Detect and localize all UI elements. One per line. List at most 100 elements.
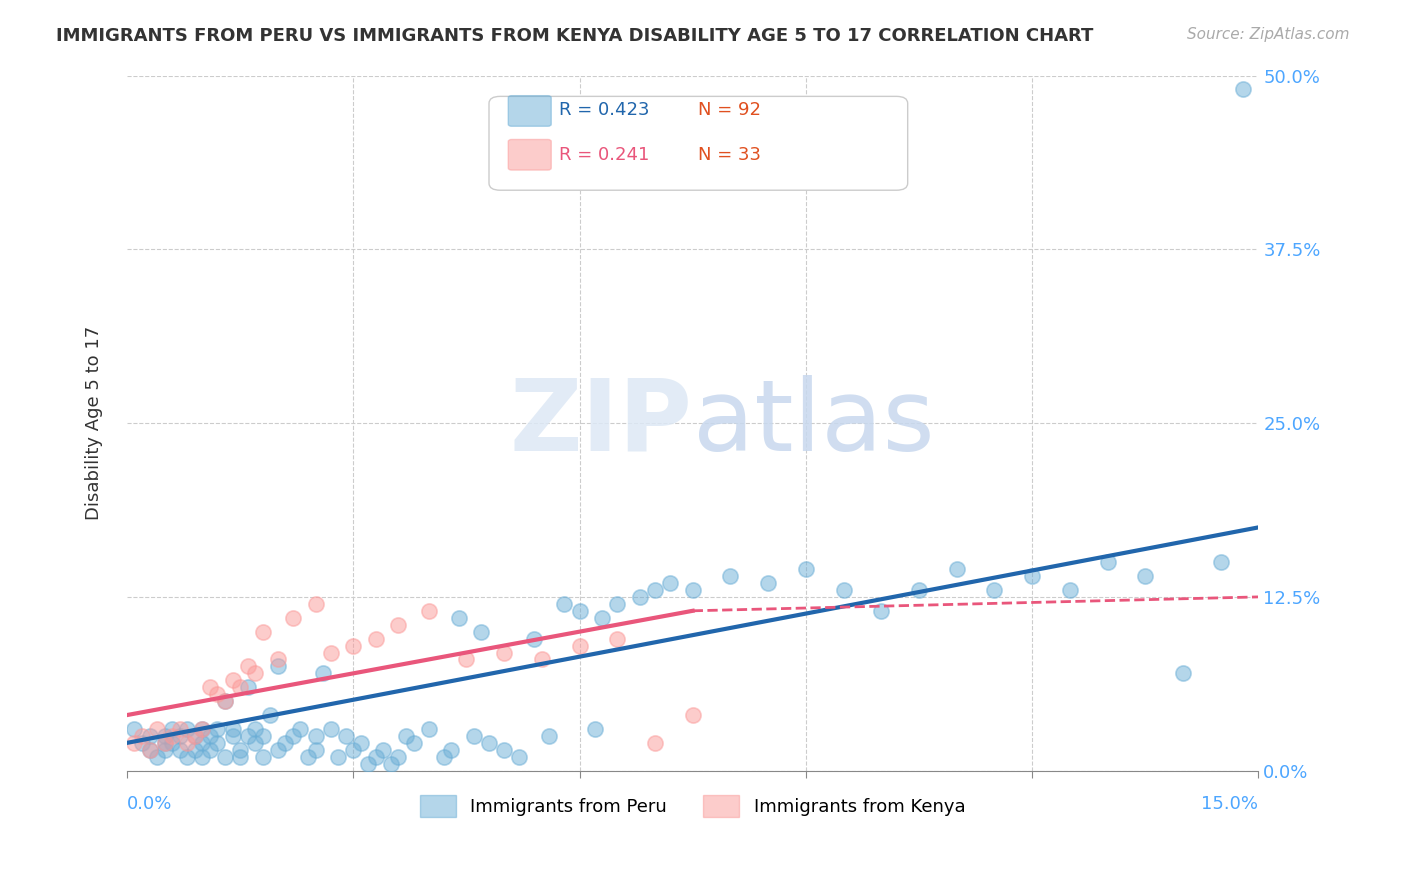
Point (236, 680, 259, 694)
Point (395, 729, 418, 743)
Point (191, 722, 214, 736)
Point (644, 582, 666, 597)
Point (387, 617, 409, 632)
Point (433, 749, 456, 764)
Point (191, 722, 214, 736)
Point (304, 597, 326, 611)
Point (131, 736, 153, 750)
Point (1209, 555, 1232, 569)
Point (418, 604, 440, 618)
Point (832, 582, 855, 597)
Point (207, 687, 229, 701)
Point (214, 694, 236, 708)
Point (252, 624, 274, 639)
Point (138, 729, 160, 743)
Text: atlas: atlas (693, 375, 935, 472)
Point (1021, 569, 1043, 583)
Legend: Immigrants from Peru, Immigrants from Kenya: Immigrants from Peru, Immigrants from Ke… (413, 788, 973, 824)
Point (267, 652, 290, 666)
Point (290, 722, 312, 736)
Point (221, 729, 243, 743)
Point (153, 743, 176, 757)
Point (908, 582, 931, 597)
Point (870, 604, 893, 618)
Point (138, 743, 160, 757)
Point (267, 659, 290, 673)
Point (243, 736, 266, 750)
Point (508, 749, 530, 764)
Point (342, 639, 364, 653)
Text: R = 0.241: R = 0.241 (560, 146, 650, 164)
Point (214, 694, 236, 708)
Point (357, 756, 380, 771)
Point (169, 722, 191, 736)
Point (447, 611, 470, 625)
Point (191, 736, 214, 750)
Point (538, 729, 561, 743)
Point (252, 749, 274, 764)
Point (304, 743, 326, 757)
FancyBboxPatch shape (489, 96, 908, 190)
Point (153, 729, 176, 743)
FancyBboxPatch shape (508, 95, 551, 127)
Point (198, 743, 221, 757)
FancyBboxPatch shape (508, 139, 551, 170)
Point (243, 722, 266, 736)
Point (440, 743, 463, 757)
Point (229, 749, 252, 764)
Point (236, 659, 259, 673)
Point (1232, 82, 1254, 96)
Point (1135, 569, 1157, 583)
Point (176, 722, 198, 736)
Point (160, 722, 183, 736)
Point (456, 652, 478, 666)
Point (1097, 555, 1119, 569)
Point (718, 569, 741, 583)
Point (153, 736, 176, 750)
Point (221, 722, 243, 736)
Point (169, 743, 191, 757)
Point (191, 749, 214, 764)
Point (628, 590, 651, 604)
Point (380, 756, 402, 771)
Point (756, 576, 779, 591)
Point (184, 729, 207, 743)
Point (153, 736, 176, 750)
Text: Source: ZipAtlas.com: Source: ZipAtlas.com (1187, 27, 1350, 42)
Point (236, 729, 259, 743)
Point (494, 646, 516, 660)
Point (402, 736, 425, 750)
Point (659, 576, 682, 591)
Point (983, 582, 1005, 597)
Point (523, 632, 546, 646)
Text: R = 0.423: R = 0.423 (560, 102, 650, 120)
Point (160, 736, 183, 750)
Point (184, 743, 207, 757)
Point (553, 597, 575, 611)
Point (169, 729, 191, 743)
Point (184, 729, 207, 743)
Point (229, 743, 252, 757)
Point (304, 729, 326, 743)
Point (644, 736, 666, 750)
Point (1059, 582, 1081, 597)
Point (214, 749, 236, 764)
Point (364, 632, 387, 646)
Point (221, 673, 243, 688)
Text: N = 33: N = 33 (699, 146, 761, 164)
Point (342, 743, 364, 757)
Point (267, 743, 290, 757)
Point (198, 680, 221, 694)
Point (335, 729, 357, 743)
Point (319, 646, 342, 660)
Point (478, 736, 501, 750)
Point (124, 722, 146, 736)
Point (146, 749, 169, 764)
Point (387, 749, 409, 764)
Point (568, 604, 591, 618)
Point (682, 708, 704, 723)
Point (146, 722, 169, 736)
Point (583, 722, 606, 736)
Point (530, 652, 553, 666)
Point (463, 729, 485, 743)
